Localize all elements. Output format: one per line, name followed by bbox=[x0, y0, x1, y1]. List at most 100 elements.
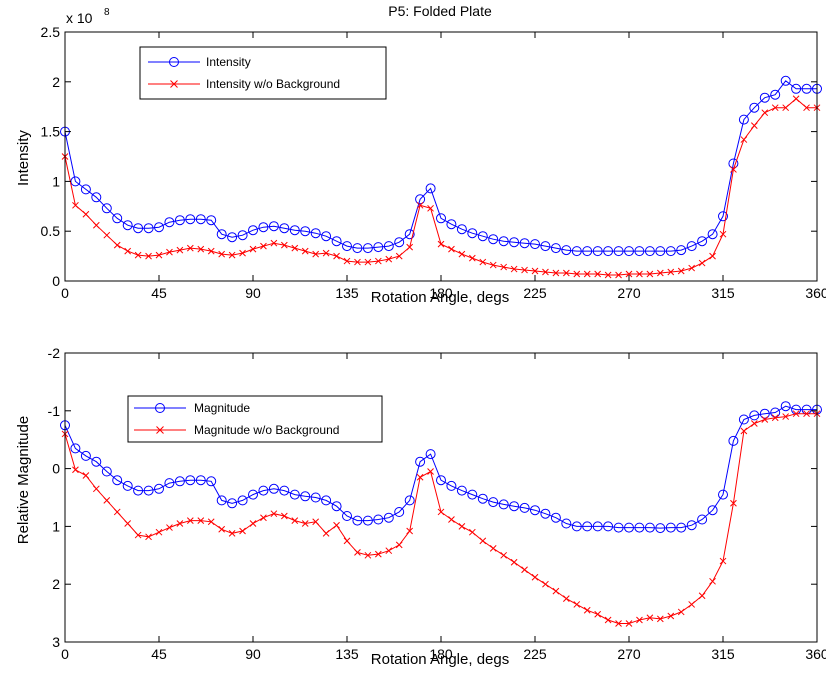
legend-marker-1 bbox=[155, 403, 165, 413]
data-point bbox=[145, 252, 152, 260]
data-point bbox=[677, 267, 685, 275]
data-point bbox=[604, 271, 612, 279]
data-point bbox=[80, 184, 91, 195]
data-point bbox=[206, 476, 217, 487]
data-point bbox=[624, 522, 634, 533]
data-point bbox=[510, 558, 518, 566]
x-tick-label: 135 bbox=[335, 285, 359, 301]
data-point bbox=[197, 517, 205, 524]
data-point bbox=[237, 495, 248, 506]
data-point bbox=[228, 251, 236, 259]
data-point bbox=[216, 495, 227, 506]
data-point bbox=[185, 475, 196, 486]
data-point bbox=[404, 495, 415, 506]
data-point bbox=[500, 551, 508, 559]
data-point bbox=[530, 239, 540, 250]
data-point bbox=[761, 109, 769, 117]
data-point bbox=[394, 237, 405, 248]
data-point bbox=[803, 410, 810, 418]
data-point bbox=[542, 580, 549, 588]
data-point bbox=[759, 92, 770, 103]
data-point bbox=[374, 257, 382, 265]
data-point bbox=[425, 449, 436, 460]
data-point bbox=[154, 222, 164, 233]
legend-marker-1 bbox=[169, 57, 179, 67]
data-point bbox=[740, 136, 748, 143]
x-tick-label: 90 bbox=[245, 646, 261, 662]
data-point bbox=[249, 520, 257, 527]
data-point bbox=[750, 122, 758, 129]
data-point bbox=[573, 601, 581, 608]
data-point bbox=[594, 270, 602, 278]
data-point bbox=[343, 537, 351, 545]
data-point bbox=[166, 248, 173, 256]
data-point bbox=[164, 217, 175, 228]
data-point bbox=[237, 230, 248, 241]
data-point bbox=[697, 514, 708, 525]
data-point bbox=[342, 511, 352, 521]
data-point bbox=[322, 529, 330, 537]
data-point bbox=[91, 192, 102, 203]
data-point bbox=[730, 166, 737, 173]
data-point bbox=[530, 505, 540, 516]
legend: Intensity Intensity w/o Background bbox=[139, 46, 387, 100]
data-point bbox=[582, 521, 593, 532]
y-exponent-power: 8 bbox=[104, 7, 110, 18]
data-point bbox=[488, 497, 499, 508]
data-point bbox=[154, 483, 164, 494]
y-axis-label: Intensity bbox=[15, 130, 32, 186]
data-point bbox=[279, 223, 290, 234]
data-point bbox=[655, 246, 666, 257]
data-point bbox=[550, 243, 561, 254]
data-point bbox=[509, 237, 520, 248]
data-point bbox=[592, 246, 603, 257]
data-point bbox=[239, 249, 246, 257]
data-point bbox=[552, 269, 560, 277]
data-point bbox=[133, 485, 144, 496]
data-point bbox=[321, 495, 332, 506]
data-point bbox=[416, 201, 424, 209]
data-point bbox=[519, 502, 530, 513]
data-point bbox=[291, 517, 299, 524]
data-point bbox=[573, 270, 581, 278]
data-point bbox=[82, 210, 90, 218]
data-point bbox=[698, 592, 706, 600]
data-point bbox=[562, 595, 570, 603]
data-point bbox=[207, 247, 215, 255]
data-point bbox=[395, 252, 403, 260]
x-tick-label: 270 bbox=[617, 285, 641, 301]
data-point bbox=[206, 215, 217, 226]
data-point bbox=[195, 475, 206, 486]
chart-title: P5: Folded Plate bbox=[388, 3, 492, 19]
data-point bbox=[155, 528, 163, 536]
data-point bbox=[540, 241, 551, 252]
data-point bbox=[456, 224, 467, 235]
data-point bbox=[718, 211, 728, 222]
data-point bbox=[312, 250, 320, 258]
data-point bbox=[571, 521, 582, 532]
legend-label-2: Intensity w/o Background bbox=[206, 77, 340, 91]
data-point bbox=[395, 541, 403, 549]
data-point bbox=[665, 522, 676, 533]
data-point bbox=[509, 501, 520, 512]
data-point bbox=[143, 485, 154, 496]
data-point bbox=[383, 241, 394, 252]
data-point bbox=[364, 551, 372, 559]
data-point bbox=[644, 522, 655, 533]
x-tick-label: 0 bbox=[61, 285, 69, 301]
data-point bbox=[759, 408, 770, 419]
data-point bbox=[186, 244, 194, 252]
x-tick-label: 0 bbox=[61, 646, 69, 662]
data-point bbox=[134, 531, 142, 539]
data-point bbox=[624, 246, 634, 257]
data-point bbox=[448, 245, 455, 253]
data-point bbox=[531, 573, 539, 581]
data-point bbox=[310, 492, 321, 503]
x-tick-label: 315 bbox=[711, 285, 735, 301]
data-point bbox=[291, 244, 299, 252]
data-point bbox=[112, 475, 123, 486]
data-point bbox=[761, 416, 769, 423]
data-point bbox=[70, 443, 81, 454]
data-point bbox=[176, 520, 184, 527]
